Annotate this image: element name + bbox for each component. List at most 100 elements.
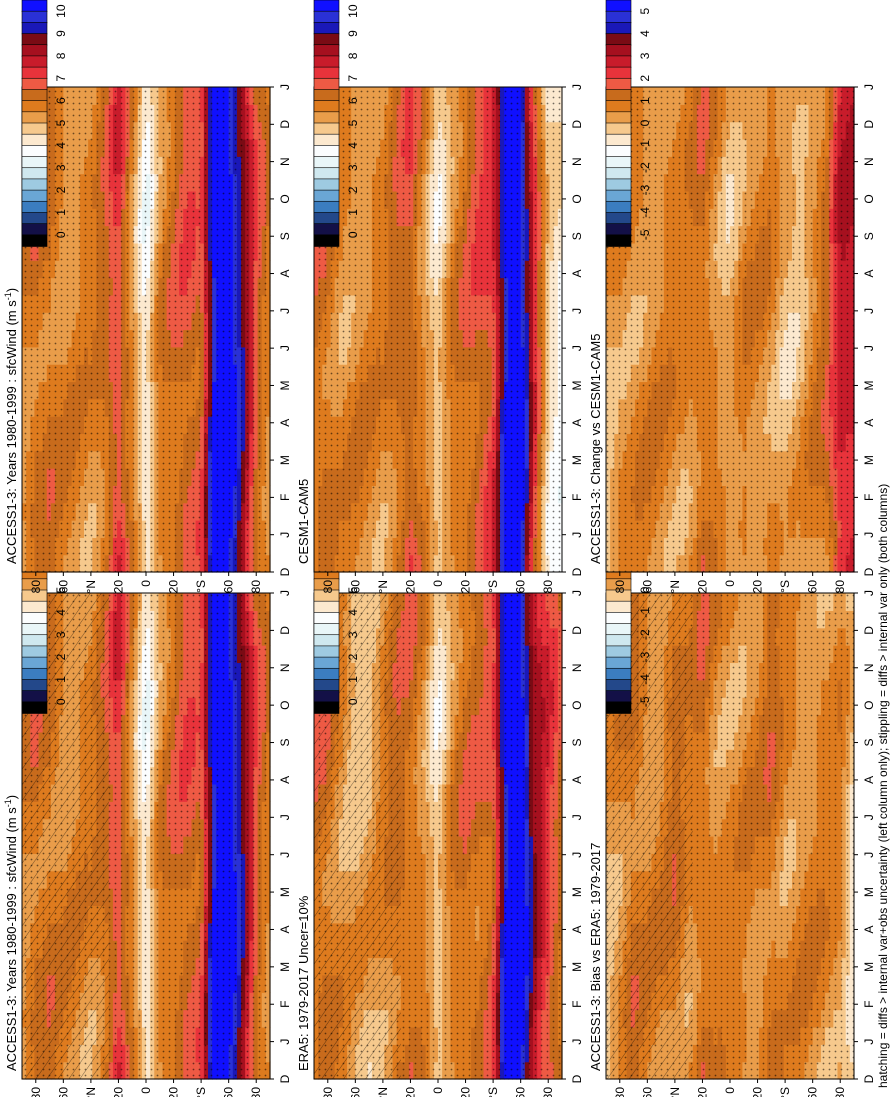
lat-label: °N [84, 1087, 98, 1097]
colorbar-label: 0 [54, 231, 68, 238]
lat-label: 20 [111, 580, 125, 594]
colorbar-label: 10 [54, 4, 68, 18]
lat-label: 60 [56, 580, 70, 594]
month-label: J [278, 345, 292, 351]
month-label: M [278, 962, 292, 972]
colorbar-swatch [21, 178, 48, 191]
colorbar-label: 1 [54, 676, 68, 683]
colorbar-swatch [21, 701, 48, 714]
month-label: J [278, 814, 292, 820]
colorbar-swatch [21, 634, 48, 647]
colorbar-swatch [21, 200, 48, 214]
lat-label: °N [84, 580, 98, 593]
month-label: M [278, 887, 292, 897]
lat-label: 80 [29, 1087, 43, 1097]
colorbar-swatch [21, 156, 48, 169]
lat-label: 80 [249, 580, 263, 594]
colorbar-swatch [21, 0, 48, 12]
lat-label: 20 [167, 580, 181, 594]
colorbar-swatch [21, 66, 48, 80]
month-label: A [278, 776, 292, 784]
colorbar-swatch [21, 55, 48, 68]
month-label: J [278, 532, 292, 538]
colorbar-swatch [21, 623, 48, 636]
month-label: S [278, 232, 292, 240]
colorbar-label: 5 [54, 119, 68, 126]
month-label: O [278, 700, 292, 709]
colorbar-swatch [21, 679, 48, 692]
colorbar-swatch [21, 77, 48, 91]
colorbar-label: 8 [54, 52, 68, 59]
colorbar-label: 5 [54, 586, 68, 593]
month-label: M [278, 380, 292, 390]
colorbar-swatch [21, 133, 48, 147]
colorbar-swatch [21, 122, 48, 135]
colorbar-swatch [21, 223, 48, 236]
lat-label: 0 [139, 1087, 153, 1094]
month-label: D [278, 120, 292, 129]
lat-label: 60 [222, 1087, 236, 1097]
colorbar-label: 9 [54, 30, 68, 37]
colorbar-swatch [21, 33, 48, 46]
month-label: M [278, 455, 292, 465]
colorbar-label: 3 [54, 631, 68, 638]
month-label: N [278, 663, 292, 672]
month-label: J [278, 84, 292, 90]
colorbar-swatch [21, 189, 48, 203]
colorbar-swatch [21, 612, 48, 625]
lat-label: °S [194, 1087, 208, 1097]
colorbar-swatch [21, 145, 48, 158]
colorbar-swatch [21, 100, 48, 113]
month-label: N [278, 157, 292, 166]
month-label: J [278, 590, 292, 596]
colorbar-label: 0 [54, 698, 68, 705]
colorbar-label: 4 [54, 142, 68, 149]
colorbar-swatch [21, 690, 48, 703]
lat-label: 80 [29, 580, 43, 594]
lat-label: 60 [56, 1087, 70, 1097]
colorbar-swatch [21, 667, 48, 681]
colorbar-label: 4 [54, 609, 68, 616]
colorbar-label: 6 [54, 97, 68, 104]
colorbar-swatch [21, 22, 48, 35]
month-label: J [278, 852, 292, 858]
colorbar-label: 3 [54, 164, 68, 171]
lat-label: 80 [249, 1087, 263, 1097]
month-label: S [278, 739, 292, 747]
colorbar-swatch [21, 656, 48, 670]
colorbar-swatch [21, 167, 48, 180]
colorbar-swatch [21, 234, 48, 247]
month-label: D [278, 626, 292, 635]
month-label: J [278, 1039, 292, 1045]
colorbar-swatch [21, 10, 48, 24]
month-label: A [278, 925, 292, 933]
colorbar-swatch [21, 111, 48, 124]
colorbar-swatch [21, 44, 48, 57]
panel-title: ACCESS1-3: Years 1980-1999 : sfcWind (m … [3, 795, 19, 1071]
colorbar-swatch [21, 89, 48, 102]
colorbar-label: 7 [54, 75, 68, 82]
month-label: F [278, 494, 292, 501]
colorbar-label: 1 [54, 209, 68, 216]
panel-title: ACCESS1-3: Years 1980-1999 : sfcWind (m … [3, 288, 19, 564]
month-label: D [278, 567, 292, 576]
colorbar-swatch [21, 212, 48, 225]
month-label: J [278, 308, 292, 314]
colorbar-swatch [21, 645, 48, 658]
month-label: D [278, 1074, 292, 1083]
lat-label: 0 [139, 580, 153, 587]
lat-label: 60 [222, 580, 236, 594]
lat-label: °S [194, 580, 208, 593]
lat-label: 20 [167, 1087, 181, 1097]
colorbar-swatch [21, 600, 48, 614]
month-label: O [278, 194, 292, 203]
month-label: F [278, 1001, 292, 1008]
month-label: A [278, 419, 292, 427]
stippling-overlay [22, 87, 270, 572]
colorbar-label: 2 [54, 653, 68, 660]
